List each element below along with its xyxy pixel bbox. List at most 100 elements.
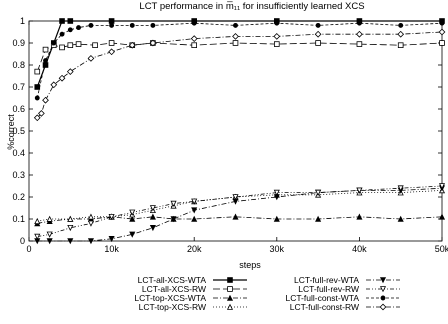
- legend-entry: LCT-full-rev-WTA: [294, 275, 400, 285]
- data-point: [42, 46, 49, 53]
- data-point: [59, 31, 65, 37]
- y-tick-label: 0.5: [12, 126, 25, 136]
- series-group: [33, 18, 446, 245]
- series-line: [37, 185, 443, 237]
- data-point: [356, 20, 362, 26]
- series-line: [37, 31, 443, 119]
- data-point: [232, 194, 239, 201]
- y-tick-label: 0.6: [12, 104, 25, 114]
- data-point: [191, 207, 198, 214]
- legend-entry: LCT-top-XCS-WTA: [134, 293, 247, 303]
- x-tick-label: 50k: [435, 244, 448, 254]
- series-line: [36, 42, 443, 72]
- data-point: [67, 42, 74, 48]
- series-line: [36, 22, 443, 99]
- series-1: [34, 18, 445, 90]
- legend-marker: [226, 294, 234, 301]
- series-5: [34, 185, 446, 245]
- data-point: [149, 205, 156, 212]
- series-line: [37, 190, 443, 222]
- legend-marker: [227, 277, 233, 283]
- legend-entry: LCT-full-rev-RW: [298, 284, 400, 294]
- data-point: [34, 95, 40, 101]
- legend-marker: [380, 295, 386, 301]
- data-point: [76, 25, 81, 31]
- data-point: [67, 215, 74, 222]
- series-6: [34, 183, 446, 240]
- data-point: [108, 213, 115, 221]
- data-point: [314, 30, 322, 38]
- y-tick-label: 0.4: [12, 148, 25, 158]
- data-point: [87, 213, 94, 220]
- y-tick-label: 0.2: [12, 192, 25, 202]
- data-point: [59, 44, 65, 51]
- data-point: [315, 189, 322, 196]
- data-point: [67, 224, 74, 232]
- x-axis-label: steps: [239, 260, 261, 270]
- data-point: [438, 213, 446, 220]
- data-point: [149, 224, 156, 232]
- data-point: [59, 18, 65, 24]
- x-tick-label: 10k: [104, 244, 119, 254]
- series-7: [34, 20, 445, 101]
- data-point: [87, 238, 94, 245]
- data-point: [170, 200, 177, 207]
- data-point: [67, 27, 73, 33]
- data-point: [43, 58, 48, 64]
- data-point: [149, 39, 157, 47]
- legend-label: LCT-all-XCS-WTA: [138, 275, 207, 285]
- data-point: [356, 213, 363, 220]
- data-point: [129, 215, 136, 222]
- series-line: [36, 20, 442, 88]
- data-point: [232, 213, 239, 220]
- series-line: [37, 216, 443, 224]
- data-point: [46, 215, 53, 222]
- data-point: [58, 74, 66, 82]
- data-point: [51, 40, 57, 46]
- legend-marker: [227, 286, 233, 292]
- data-point: [150, 22, 156, 28]
- y-tick-label: 1: [20, 16, 25, 26]
- legend-entry: LCT-full-const-WTA: [285, 293, 400, 303]
- data-point: [50, 81, 58, 89]
- data-point: [108, 18, 115, 24]
- legend-marker: [379, 303, 387, 311]
- data-point: [273, 41, 280, 47]
- data-point: [46, 238, 53, 245]
- data-point: [149, 213, 156, 220]
- y-tick-label: 0: [20, 236, 25, 246]
- data-point: [34, 68, 41, 75]
- data-point: [439, 40, 445, 46]
- data-point: [34, 233, 41, 240]
- x-tick-label: 0: [26, 244, 31, 254]
- legend-label: LCT-full-rev-WTA: [294, 275, 359, 285]
- chart-title: LCT performance in m̅₁₁ for insufficient…: [139, 1, 364, 12]
- data-point: [191, 42, 198, 48]
- data-point: [356, 30, 363, 38]
- legend-entry: LCT-all-XCS-RW: [142, 284, 247, 294]
- legend-entry: LCT-all-XCS-WTA: [138, 275, 247, 285]
- data-point: [34, 217, 41, 225]
- plot-area: [28, 20, 443, 242]
- legend-label: LCT-all-XCS-RW: [142, 284, 206, 294]
- axis-ticks: 0 10k 20k 30k 40k 50k 0 0.1 0.2 0.3 0.4 0.5 0.6 0.7 0.…: [12, 16, 448, 254]
- data-point: [273, 215, 280, 222]
- x-tick-label: 20k: [187, 244, 202, 254]
- data-point: [232, 33, 239, 40]
- data-point: [191, 198, 198, 205]
- data-point: [315, 22, 321, 28]
- data-point: [66, 68, 74, 75]
- data-point: [38, 110, 45, 117]
- data-point: [233, 22, 238, 28]
- data-point: [108, 48, 115, 56]
- data-point: [274, 20, 280, 26]
- legend-label: LCT-full-const-WTA: [285, 293, 359, 303]
- data-point: [191, 20, 197, 26]
- data-point: [170, 216, 177, 223]
- data-point: [438, 183, 446, 190]
- data-point: [87, 220, 94, 227]
- data-point: [75, 41, 82, 47]
- series-line: [37, 187, 443, 242]
- data-point: [33, 114, 41, 122]
